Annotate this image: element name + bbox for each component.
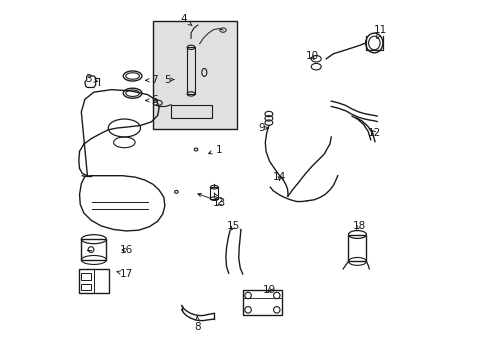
- Bar: [187, 47, 195, 94]
- Bar: [81, 239, 106, 260]
- Text: 9: 9: [258, 123, 267, 133]
- Text: 7: 7: [145, 75, 158, 85]
- Text: 12: 12: [367, 128, 380, 138]
- Text: 10: 10: [305, 51, 318, 61]
- Text: 4: 4: [180, 14, 192, 26]
- Text: 1: 1: [208, 144, 222, 154]
- Bar: [153, 22, 237, 129]
- Bar: [210, 187, 218, 199]
- Text: 3: 3: [85, 74, 98, 84]
- Text: 2: 2: [198, 193, 222, 207]
- Text: 18: 18: [352, 221, 365, 231]
- Text: 16: 16: [120, 245, 133, 255]
- Bar: [79, 269, 109, 293]
- Text: 19: 19: [263, 285, 276, 296]
- Text: 6: 6: [145, 95, 158, 105]
- Bar: [242, 291, 282, 315]
- Bar: [171, 105, 212, 118]
- Text: 11: 11: [373, 25, 386, 39]
- Text: 14: 14: [272, 172, 285, 182]
- Bar: [348, 234, 366, 261]
- Text: 13: 13: [212, 193, 225, 208]
- Text: 17: 17: [117, 269, 133, 279]
- Bar: [81, 284, 91, 291]
- Text: 5: 5: [164, 75, 173, 85]
- Text: 15: 15: [226, 221, 240, 231]
- Bar: [81, 273, 91, 280]
- Text: 8: 8: [194, 316, 201, 332]
